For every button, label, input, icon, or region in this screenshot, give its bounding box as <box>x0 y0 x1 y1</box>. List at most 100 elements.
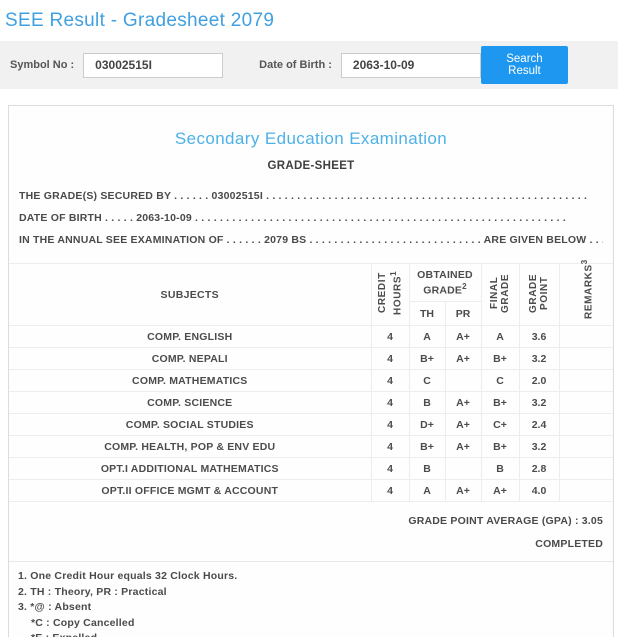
credit-hours-cell: 4 <box>370 479 410 502</box>
info-line-examination: IN THE ANNUAL SEE EXAMINATION OF . . . .… <box>19 234 603 246</box>
credit-hours-cell: 4 <box>370 435 410 458</box>
col-header-pr: PR <box>444 301 482 326</box>
practical-grade-cell: A+ <box>444 347 482 370</box>
theory-grade-cell: B <box>408 391 446 414</box>
final-grade-cell: B+ <box>480 391 520 414</box>
remarks-cell <box>558 457 613 480</box>
col-header-subjects: SUBJECTS <box>9 263 372 326</box>
credit-hours-cell: 4 <box>370 413 410 436</box>
theory-grade-cell: A <box>408 325 446 348</box>
subject-cell: OPT.I ADDITIONAL MATHEMATICS <box>9 457 372 480</box>
grade-point-cell: 2.4 <box>518 413 560 436</box>
page-title: SEE Result - Gradesheet 2079 <box>5 10 275 31</box>
results-table: SUBJECTS CREDIT HOURS1 OBTAINED GRADE2 F… <box>9 259 613 502</box>
practical-grade-cell: A+ <box>444 325 482 348</box>
theory-grade-cell: D+ <box>408 413 446 436</box>
col-header-obtained-grade: OBTAINED GRADE2 <box>408 262 482 303</box>
subject-cell: OPT.II OFFICE MGMT & ACCOUNT <box>9 479 372 502</box>
practical-grade-cell: A+ <box>444 479 482 502</box>
final-grade-cell: A+ <box>480 479 520 502</box>
remarks-cell <box>558 479 613 502</box>
table-row: OPT.II OFFICE MGMT & ACCOUNT 4 A A+ A+ 4… <box>9 479 613 502</box>
info-line-secured-by: THE GRADE(S) SECURED BY . . . . . . 0300… <box>19 190 588 202</box>
final-grade-cell: B+ <box>480 347 520 370</box>
table-row: OPT.I ADDITIONAL MATHEMATICS 4 B B 2.8 <box>9 457 613 480</box>
footnote: *E : Expelled <box>18 631 603 637</box>
theory-grade-cell: C <box>408 369 446 392</box>
gpa-line: GRADE POINT AVERAGE (GPA) : 3.05 <box>408 515 603 527</box>
remarks-cell <box>558 347 613 370</box>
remarks-cell <box>558 325 613 348</box>
sheet-subheading: GRADE-SHEET <box>267 160 355 172</box>
footnote: *C : Copy Cancelled <box>31 616 135 629</box>
grade-point-cell: 2.0 <box>518 369 560 392</box>
col-header-remarks: REMARKS3 <box>558 259 613 326</box>
grade-point-cell: 3.2 <box>518 347 560 370</box>
practical-grade-cell: A+ <box>444 391 482 414</box>
table-row: COMP. ENGLISH 4 A A+ A 3.6 <box>9 325 613 348</box>
info-line-dob: DATE OF BIRTH . . . . . 2063-10-09 . . .… <box>19 212 566 224</box>
symbol-group: Symbol No : <box>10 52 224 78</box>
subject-cell: COMP. SCIENCE <box>9 391 372 414</box>
sheet-heading: Secondary Education Examination <box>174 129 448 148</box>
result-summary: GRADE POINT AVERAGE (GPA) : 3.05 COMPLET… <box>9 502 613 562</box>
final-grade-cell: B+ <box>480 435 520 458</box>
subject-cell: COMP. ENGLISH <box>9 325 372 348</box>
subject-cell: COMP. HEALTH, POP & ENV EDU <box>9 435 372 458</box>
remarks-cell <box>558 391 613 414</box>
symbol-input[interactable] <box>83 52 224 78</box>
theory-grade-cell: B+ <box>408 435 446 458</box>
grade-point-cell: 3.2 <box>518 435 560 458</box>
practical-grade-cell <box>444 457 482 480</box>
practical-grade-cell: A+ <box>444 413 482 436</box>
search-form: Symbol No : Date of Birth : Search Resul… <box>0 41 618 89</box>
final-grade-cell: C <box>480 369 520 392</box>
table-row: COMP. HEALTH, POP & ENV EDU 4 B+ A+ B+ 3… <box>9 435 613 458</box>
dob-label: Date of Birth : <box>259 59 332 71</box>
col-header-final-grade: FINAL GRADE <box>480 263 520 326</box>
footnote: 2. TH : Theory, PR : Practical <box>18 585 167 598</box>
practical-grade-cell <box>444 369 482 392</box>
dob-group: Date of Birth : <box>259 52 481 78</box>
dob-input[interactable] <box>340 52 481 78</box>
results-table-body: COMP. ENGLISH 4 A A+ A 3.6 COMP. NEPALI … <box>9 325 613 502</box>
credit-hours-cell: 4 <box>370 369 410 392</box>
theory-grade-cell: B+ <box>408 347 446 370</box>
subject-cell: COMP. MATHEMATICS <box>9 369 372 392</box>
grade-point-cell: 2.8 <box>518 457 560 480</box>
gradesheet-card: Secondary Education Examination GRADE-SH… <box>8 105 614 637</box>
table-row: COMP. NEPALI 4 B+ A+ B+ 3.2 <box>9 347 613 370</box>
col-header-grade-point: GRADE POINT <box>518 263 560 326</box>
remarks-cell <box>558 369 613 392</box>
info-lines: THE GRADE(S) SECURED BY . . . . . . 0300… <box>9 185 613 251</box>
theory-grade-cell: A <box>408 479 446 502</box>
footnote: 1. One Credit Hour equals 32 Clock Hours… <box>18 570 238 582</box>
grade-point-cell: 3.6 <box>518 325 560 348</box>
practical-grade-cell: A+ <box>444 435 482 458</box>
col-header-credit-hours: CREDIT HOURS1 <box>370 263 410 326</box>
results-table-head: SUBJECTS CREDIT HOURS1 OBTAINED GRADE2 F… <box>9 259 613 326</box>
subject-cell: COMP. SOCIAL STUDIES <box>9 413 372 436</box>
theory-grade-cell: B <box>408 457 446 480</box>
table-row: COMP. MATHEMATICS 4 C C 2.0 <box>9 369 613 392</box>
col-header-th: TH <box>409 301 446 326</box>
final-grade-cell: B <box>480 457 520 480</box>
subject-cell: COMP. NEPALI <box>9 347 372 370</box>
credit-hours-cell: 4 <box>370 325 410 348</box>
table-row: COMP. SOCIAL STUDIES 4 D+ A+ C+ 2.4 <box>9 413 613 436</box>
remarks-cell <box>558 413 613 436</box>
completed-status: COMPLETED <box>535 538 603 550</box>
table-row: COMP. SCIENCE 4 B A+ B+ 3.2 <box>9 391 613 414</box>
symbol-label: Symbol No : <box>10 59 75 71</box>
grade-point-cell: 3.2 <box>518 391 560 414</box>
credit-hours-cell: 4 <box>370 391 410 414</box>
footnote: 3. *@ : Absent <box>18 601 92 613</box>
grade-point-cell: 4.0 <box>518 479 560 502</box>
final-grade-cell: C+ <box>480 413 520 436</box>
credit-hours-cell: 4 <box>370 457 410 480</box>
search-result-button[interactable]: Search Result <box>480 46 568 84</box>
credit-hours-cell: 4 <box>370 347 410 370</box>
remarks-cell <box>558 435 613 458</box>
footnotes-list: 1. One Credit Hour equals 32 Clock Hours… <box>9 562 613 637</box>
final-grade-cell: A <box>480 325 520 348</box>
